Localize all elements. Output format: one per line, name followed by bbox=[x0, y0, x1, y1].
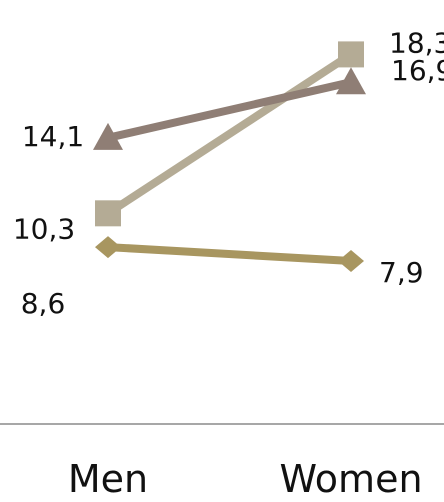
data-label-square-women: 18,3 bbox=[389, 26, 444, 59]
category-label-men: Men bbox=[68, 457, 148, 501]
square-marker-women bbox=[338, 41, 364, 68]
data-label-square-men: 10,3 bbox=[13, 212, 75, 245]
data-label-triangle-men: 14,1 bbox=[22, 120, 84, 153]
diamond-marker-men bbox=[95, 236, 121, 259]
data-label-diamond-women: 7,9 bbox=[379, 256, 424, 289]
series-line-square bbox=[105, 51, 354, 217]
series-markers bbox=[93, 41, 366, 272]
data-label-diamond-men: 8,6 bbox=[21, 287, 66, 320]
series-line-diamond bbox=[107, 243, 352, 265]
triangle-marker-women bbox=[336, 67, 366, 95]
category-label-women: Women bbox=[279, 457, 422, 501]
data-labels: 8,6 7,9 10,3 18,3 14,1 16,9 bbox=[13, 26, 444, 320]
square-marker-men bbox=[95, 200, 121, 227]
data-label-triangle-women: 16,9 bbox=[391, 54, 444, 87]
diamond-marker-women bbox=[338, 250, 364, 272]
triangle-marker-men bbox=[93, 122, 123, 150]
series-lines bbox=[105, 51, 354, 265]
series-line-triangle bbox=[107, 78, 352, 142]
